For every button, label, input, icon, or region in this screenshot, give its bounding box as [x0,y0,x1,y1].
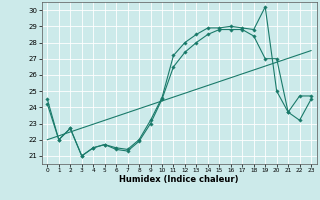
X-axis label: Humidex (Indice chaleur): Humidex (Indice chaleur) [119,175,239,184]
